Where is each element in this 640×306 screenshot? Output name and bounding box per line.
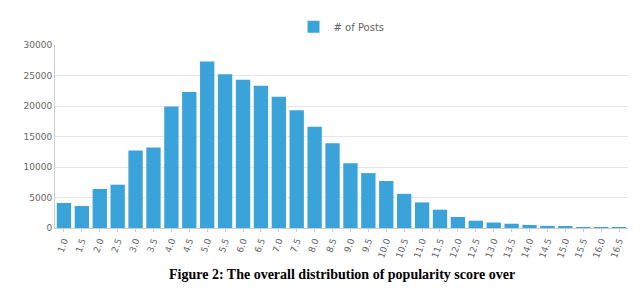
svg-text:12.5: 12.5	[466, 237, 482, 259]
svg-text:7.5: 7.5	[289, 237, 303, 254]
svg-text:3.5: 3.5	[145, 237, 159, 254]
svg-text:2.5: 2.5	[109, 237, 123, 254]
svg-text:7.0: 7.0	[271, 237, 285, 254]
svg-text:6.0: 6.0	[235, 237, 249, 254]
svg-text:2.0: 2.0	[92, 237, 106, 254]
svg-text:Figure 2: The overall distribu: Figure 2: The overall distribution of po…	[169, 267, 515, 282]
svg-text:20000: 20000	[24, 101, 53, 111]
svg-text:4.0: 4.0	[163, 237, 177, 254]
svg-text:12.0: 12.0	[448, 237, 464, 260]
svg-text:14.5: 14.5	[537, 237, 553, 259]
svg-text:5.5: 5.5	[217, 237, 231, 254]
svg-text:9.5: 9.5	[360, 237, 374, 254]
svg-text:10.0: 10.0	[376, 237, 392, 260]
svg-text:16.5: 16.5	[609, 237, 625, 259]
svg-text:15000: 15000	[24, 132, 53, 142]
svg-text:9.0: 9.0	[342, 237, 356, 254]
svg-text:14.0: 14.0	[519, 237, 535, 260]
svg-text:1.5: 1.5	[74, 237, 88, 254]
svg-text:# of Posts: # of Posts	[334, 22, 385, 33]
svg-text:8.5: 8.5	[324, 237, 338, 254]
svg-text:16.0: 16.0	[591, 237, 607, 260]
svg-text:1.0: 1.0	[56, 237, 70, 254]
svg-text:11.5: 11.5	[430, 237, 446, 259]
svg-text:6.5: 6.5	[253, 237, 267, 254]
svg-text:30000: 30000	[24, 40, 53, 50]
svg-text:15.5: 15.5	[573, 237, 589, 259]
svg-text:13.5: 13.5	[501, 237, 517, 259]
svg-text:11.0: 11.0	[412, 237, 428, 260]
svg-text:4.5: 4.5	[181, 237, 195, 254]
svg-text:5.0: 5.0	[199, 237, 213, 254]
svg-text:0: 0	[46, 223, 52, 233]
svg-text:8.0: 8.0	[306, 237, 320, 254]
svg-text:5000: 5000	[29, 193, 52, 203]
svg-text:10000: 10000	[24, 162, 53, 172]
svg-text:10.5: 10.5	[394, 237, 410, 259]
svg-text:25000: 25000	[24, 71, 53, 81]
svg-text:13.0: 13.0	[484, 237, 500, 260]
svg-text:15.0: 15.0	[555, 237, 571, 260]
svg-text:3.0: 3.0	[127, 237, 141, 254]
